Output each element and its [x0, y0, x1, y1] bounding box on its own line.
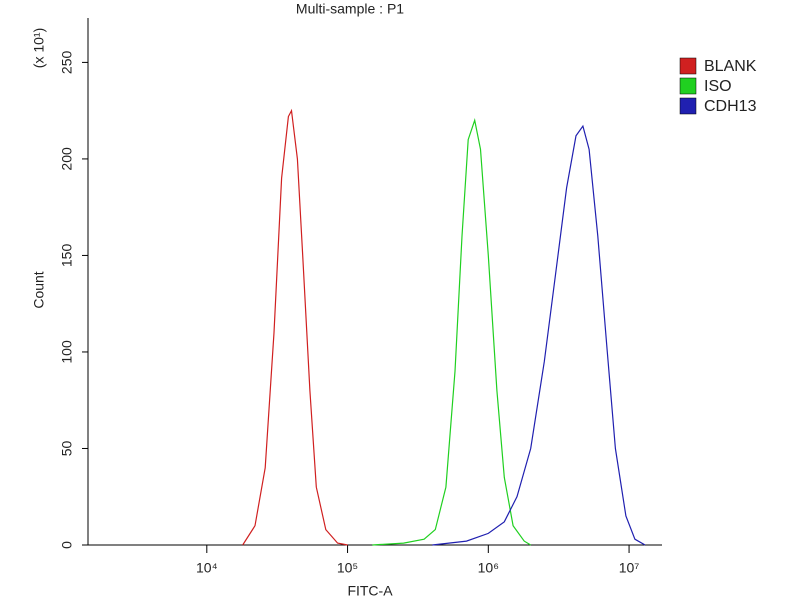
y-tick-label: 250 [59, 51, 75, 75]
legend-label: BLANK [704, 58, 757, 75]
chart-title: Multi-sample : P1 [296, 1, 404, 17]
x-tick-label: 10⁶ [478, 560, 499, 576]
x-tick-label: 10⁵ [337, 560, 358, 576]
legend-label: ISO [704, 78, 732, 95]
annotation: (x 10¹) [31, 28, 47, 68]
legend-label: CDH13 [704, 98, 757, 115]
y-tick-label: 200 [59, 147, 75, 171]
series-line [372, 117, 532, 546]
legend-swatch [679, 57, 697, 75]
legend-swatch [679, 77, 697, 95]
y-tick-label: 150 [59, 244, 75, 268]
series-line [432, 124, 646, 546]
legend-swatch [679, 97, 697, 115]
x-axis-label: FITC-A [347, 583, 393, 599]
series-line [242, 108, 348, 546]
y-tick-label: 50 [59, 440, 75, 456]
y-tick-label: 0 [59, 541, 75, 549]
x-tick-label: 10⁴ [196, 560, 218, 576]
y-tick-label: 100 [59, 340, 75, 364]
y-axis-label: Count [31, 271, 47, 308]
x-tick-label: 10⁷ [619, 560, 640, 576]
